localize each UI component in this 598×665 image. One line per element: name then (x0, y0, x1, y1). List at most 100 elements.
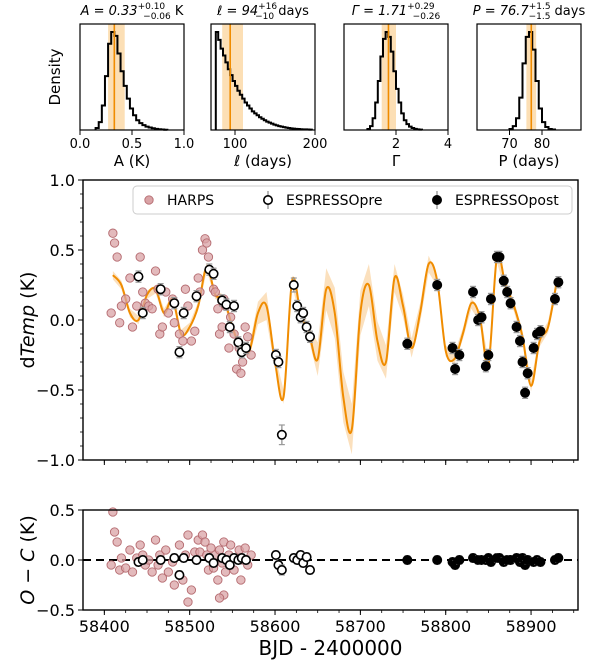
y-axis-label: dTemp (K) (17, 272, 39, 369)
main-espressopost-point (549, 293, 560, 304)
panel-title: Γ = 1.71+0.29 −0.26 (352, 2, 441, 22)
y-tick-label: 0.5 (50, 501, 75, 520)
y-axis-label: O − C (K) (17, 515, 39, 605)
main-espressopre-point (229, 300, 240, 311)
main-espressopre-point (178, 307, 189, 318)
residual-harps-point (186, 585, 197, 595)
title-unit: K (171, 4, 184, 19)
main-espressopost-point (432, 279, 443, 290)
panel-title: P = 76.7+1.5 −1.5 days (473, 2, 586, 22)
title-main: ℓ = 94 (216, 4, 258, 19)
main-espressopost-point (485, 293, 496, 304)
residual-harps-point (112, 537, 122, 547)
residual-espressopre-point (174, 569, 185, 580)
title-sup: +16 (258, 2, 277, 12)
residual-harps-point (169, 580, 179, 590)
residual-espressopre-point (208, 557, 219, 568)
main-espressopost-point (483, 349, 494, 360)
main-harps-point (180, 284, 191, 294)
main-harps-point (178, 336, 188, 346)
credible-interval-band (108, 24, 125, 130)
main-espressopre-point (169, 298, 180, 309)
title-main: A = 0.33 (80, 4, 138, 19)
main-espressopost-point (505, 298, 516, 309)
main-harps-point (109, 238, 120, 248)
y-tick-label: −1.0 (36, 451, 75, 470)
main-harps-point (236, 368, 246, 378)
residual-harps-point (161, 545, 171, 555)
main-espressopre-point (137, 307, 148, 318)
legend-label: ESPRESSOpost (455, 193, 559, 209)
axes-frame (476, 23, 582, 131)
x-axis-label: BJD - 2400000 (258, 636, 402, 660)
main-harps-point (116, 301, 127, 311)
main-espressopre-point (301, 321, 312, 332)
residual-harps-point (240, 543, 250, 553)
residual-harps-point (121, 563, 131, 573)
residual-espressopre-point (155, 554, 166, 565)
main-harps-point (169, 318, 179, 328)
residual-espressopre-point (178, 552, 189, 563)
main-harps-point (108, 228, 118, 238)
panel-title: A = 0.33+0.10 −0.06 K (80, 2, 184, 22)
main-espressopost-point (494, 252, 505, 263)
residual-harps-point (214, 545, 225, 555)
residual-harps-point (135, 540, 145, 550)
main-espressopre-point (191, 291, 202, 302)
title-sub: −0.06 (143, 12, 171, 22)
residual-espressopre-point (276, 564, 287, 575)
legend-label: ESPRESSOpre (286, 193, 383, 209)
x-tick-label: 58900 (506, 617, 557, 636)
legend: HARPS ESPRESSOpre ESPRESSOpost (132, 185, 573, 215)
main-espressopre-point (233, 337, 244, 348)
main-harps-point (106, 308, 116, 318)
residual-espressopre-point (305, 564, 316, 575)
residual-harps-point (225, 540, 236, 550)
residual-harps-point (163, 567, 173, 577)
main-harps-point (163, 308, 173, 318)
main-harps-point (157, 322, 168, 332)
main-espressopost-point (480, 361, 491, 372)
x-tick-label: 80 (534, 137, 551, 152)
axes-frame (210, 23, 316, 131)
main-espressopost-point (402, 338, 413, 349)
y-label-prefix: d (17, 356, 39, 368)
y-tick-label: 0.5 (50, 241, 75, 260)
main-harps-point (229, 329, 239, 339)
legend-box (132, 185, 573, 215)
main-espressopre-point (241, 342, 252, 353)
main-espressopost-point (553, 277, 564, 288)
main-espressopre-point (298, 307, 309, 318)
x-tick-label: 58500 (164, 617, 215, 636)
residual-espressopost-point (402, 554, 413, 565)
main-harps-point (202, 238, 212, 248)
histogram-steps (94, 31, 169, 131)
x-tick-label: 58800 (420, 617, 471, 636)
title-unit: days (550, 4, 585, 19)
model-line (112, 253, 558, 434)
main-espressopost-point (535, 326, 546, 337)
main-espressopre-point (292, 300, 303, 311)
legend-label: HARPS (167, 193, 214, 209)
residual-espressopre-point (191, 554, 202, 565)
residual-harps-point (108, 507, 118, 517)
x-tick-label: 0.0 (70, 137, 91, 152)
x-tick-label: 70 (501, 137, 518, 152)
main-harps-point (240, 322, 250, 332)
residual-harps-point (214, 593, 225, 603)
main-espressopre-point (224, 321, 235, 332)
main-harps-point (237, 357, 248, 367)
residual-espressopre-point (241, 554, 252, 565)
y-tick-label: 0.0 (50, 311, 75, 330)
histogram-steps (366, 31, 423, 131)
main-harps-point (138, 287, 148, 297)
main-harps-point (121, 294, 131, 304)
residual-espressopost-point (553, 552, 564, 563)
x-axis-label: ℓ (days) (233, 152, 292, 170)
title-unit: days (274, 4, 309, 19)
axes-frame (79, 23, 185, 131)
panel-title: ℓ = 94+16 −10 days (216, 2, 309, 22)
main-harps-point (150, 266, 161, 276)
main-harps-point (135, 252, 145, 262)
